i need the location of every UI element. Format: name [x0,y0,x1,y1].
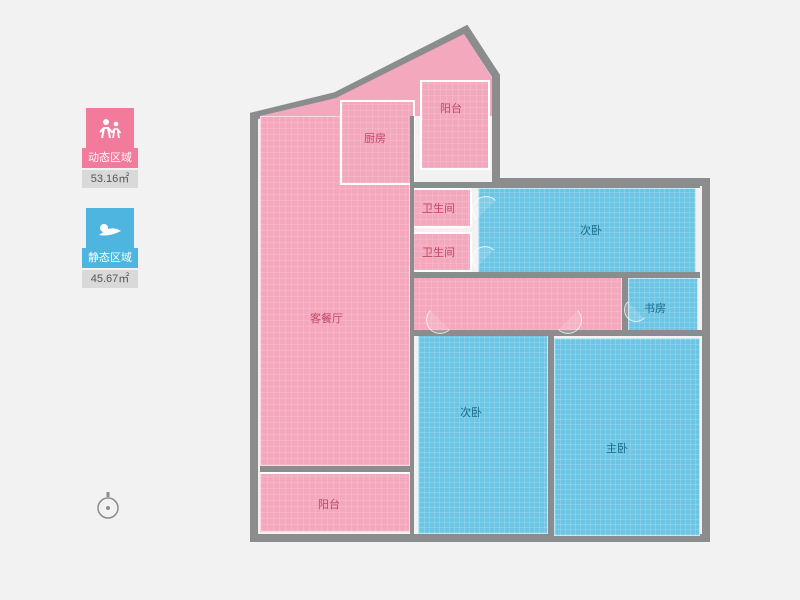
wall-h1 [412,182,700,188]
label-bath1: 卫生间 [422,200,455,216]
legend-static-value: 45.67㎡ [82,270,138,288]
wall-h4 [260,466,410,472]
label-master-bed: 主卧 [606,440,628,456]
label-kitchen: 厨房 [364,130,386,146]
label-balcony-bottom: 阳台 [318,496,340,512]
wall-h2 [412,272,700,278]
legend-static-label: 静态区域 [82,248,138,268]
wall-h3 [412,330,702,336]
legend-static: 静态区域 45.67㎡ [80,208,140,288]
legend-panel: 动态区域 53.16㎡ 静态区域 45.67㎡ [80,108,140,308]
floorplan: 客餐厅 厨房 阳台 卫生间 卫生间 阳台 次卧 书房 次卧 主卧 [240,20,715,560]
legend-dynamic: 动态区域 53.16㎡ [80,108,140,188]
room-master-bed [554,338,700,536]
wall-v2 [548,334,554,536]
room-balcony-top [420,80,490,170]
room-secondary-bed-left [418,334,548,534]
label-secondary-bed-top: 次卧 [580,222,602,238]
label-balcony-top: 阳台 [440,100,462,116]
legend-dynamic-value: 53.16㎡ [82,170,138,188]
legend-dynamic-label: 动态区域 [82,148,138,168]
label-study: 书房 [644,300,666,316]
wall-v1 [410,116,414,536]
compass-icon [92,490,124,522]
sleep-icon [86,208,134,248]
label-secondary-bed-left: 次卧 [460,404,482,420]
label-bath2: 卫生间 [422,244,455,260]
people-icon [86,108,134,148]
label-living: 客餐厅 [310,310,343,326]
room-corridor [412,276,622,331]
